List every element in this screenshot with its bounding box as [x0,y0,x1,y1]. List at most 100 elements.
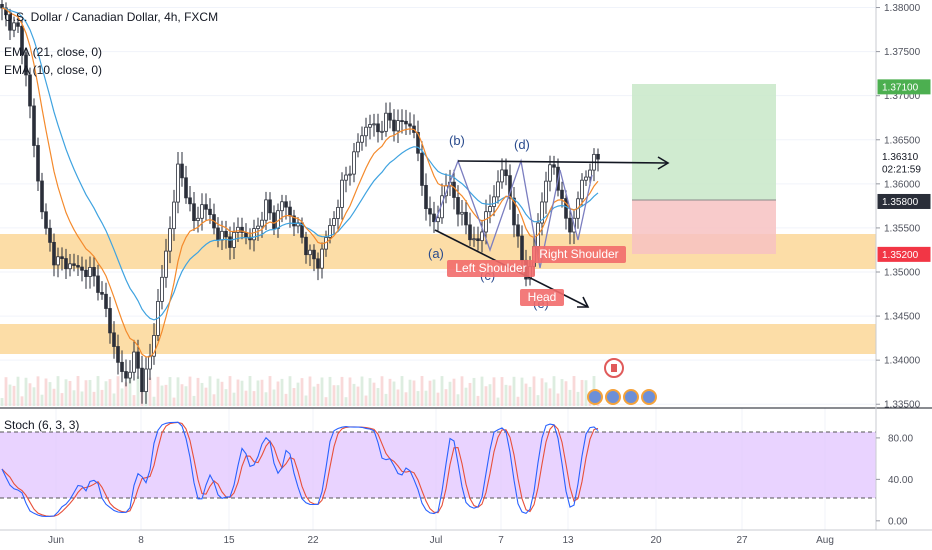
time-tick-label: Jul [430,535,443,546]
volume-bar [416,391,420,406]
candle-body [256,225,260,229]
candle-body [168,228,172,252]
candle-body [220,230,224,241]
volume-bar [268,376,272,406]
volume-bar [124,382,128,406]
volume-bar [440,376,444,406]
volume-bar [200,382,204,406]
candle-body [404,120,408,125]
candle-body [268,199,272,214]
volume-bar [364,395,368,406]
volume-bar [92,391,96,406]
candle-body [144,368,148,393]
profit-target-zone[interactable] [632,84,776,200]
volume-bar [164,384,168,406]
volume-bar [544,382,548,406]
candle-body [72,263,76,266]
candle-body [216,227,220,241]
candle-body [280,201,284,212]
ema-10-line [1,7,599,358]
volume-bar [356,386,360,406]
volume-bar [196,377,200,406]
stoch-panel[interactable] [0,421,876,518]
candle-body [44,211,48,229]
volume-bars [0,376,600,406]
time-tick-label: 13 [562,535,574,546]
candle-body [172,201,176,230]
volume-bar [484,386,488,406]
candle-body [424,185,428,210]
volume-bar [532,376,536,406]
candle-body [48,227,52,243]
candle-body [456,197,460,215]
candle-body [252,228,256,241]
chart-title: U.S. Dollar / Canadian Dollar, 4h, FXCM [4,10,219,24]
volume-bar [460,376,464,406]
us-flag-icon-4[interactable] [641,389,657,405]
volume-bar [36,376,40,406]
us-flag-icon-3[interactable] [623,389,639,405]
candle-body [8,14,12,31]
volume-bar [408,379,412,406]
price-tick-label: 1.34500 [884,312,921,323]
candle-body [484,211,488,233]
candle-body [340,179,344,208]
stoch-tick-label: 0.00 [888,516,908,527]
candle-body [0,4,4,9]
volume-bar [564,381,568,406]
candle-body [200,204,204,219]
stoch-d-line [1,421,599,517]
candle-body [416,132,420,154]
stop-loss-zone[interactable] [632,200,776,254]
candle-body [164,250,168,278]
volume-bar [224,389,228,406]
volume-bar [240,380,244,406]
time-tick-label: Aug [816,535,834,546]
time-tick-label: 22 [307,535,319,546]
candle-body [108,308,112,334]
volume-bar [24,377,28,406]
volume-bar [496,397,500,406]
us-flag-icon-2[interactable] [605,389,621,405]
volume-bar [476,395,480,406]
candle-body [432,213,436,223]
event-icons[interactable] [587,358,657,405]
volume-bar [172,397,176,406]
price-axis[interactable]: 1.38000 1.37500 1.37000 1.36500 1.36000 1.355… [876,3,921,411]
candle-body [140,367,144,393]
volume-bar [180,384,184,406]
volume-bar [84,380,88,406]
volume-bar [424,390,428,406]
volume-bar [488,384,492,406]
candle-body [16,22,20,27]
time-axis[interactable]: Jun 8 15 22 Jul 7 13 20 27 Aug [48,535,834,546]
candle-body [352,151,356,175]
volume-bar [48,382,52,406]
time-tick-label: 27 [736,535,748,546]
volume-bar [444,389,448,406]
candle-body [512,197,516,226]
stoch-axis[interactable]: 80.00 40.00 0.00 [876,433,913,527]
candle-body [132,351,136,373]
label-a: (a) [428,246,444,261]
volume-bar [520,377,524,406]
support-zone-lower [0,324,876,354]
stoch-k-line [1,421,599,518]
volume-bar [432,379,436,406]
volume-bar [12,385,16,406]
volume-bar [584,380,588,406]
candle-body [392,119,396,132]
volume-bar [324,397,328,406]
us-flag-icon-1[interactable] [587,389,603,405]
volume-bar [72,390,76,406]
volume-bar [560,379,564,406]
volume-bar [548,388,552,406]
price-panel[interactable]: (a) (b) (c) (d) (e) Left Shoulder Head R… [0,0,876,530]
candle-body [284,201,288,208]
volume-bar [236,379,240,406]
candle-body [472,238,476,241]
volume-bar [188,376,192,406]
candle-body [496,181,500,198]
